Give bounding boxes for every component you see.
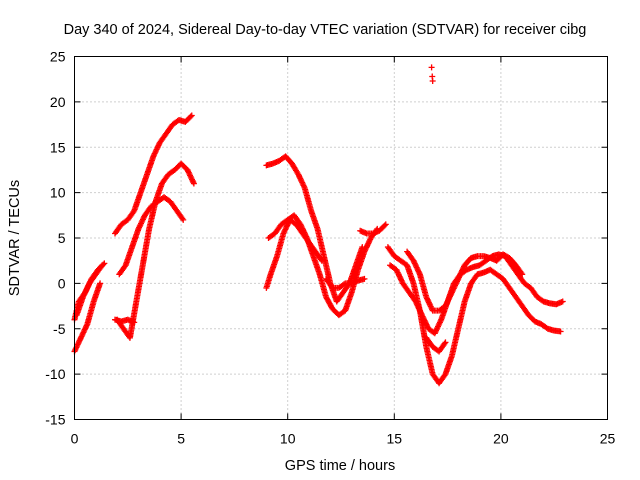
data-point [190, 180, 197, 187]
y-tick-label: 0 [58, 275, 66, 291]
data-point [519, 271, 526, 278]
data-point [518, 270, 525, 277]
data-point [442, 339, 449, 346]
data-point [131, 319, 138, 326]
data-point [441, 340, 448, 347]
x-tick-label: 20 [493, 431, 509, 447]
chart-title: Day 340 of 2024, Sidereal Day-to-day VTE… [64, 22, 587, 38]
data-point [381, 222, 388, 229]
data-point [318, 257, 325, 264]
y-tick-label: -10 [45, 366, 65, 382]
data-point [428, 64, 435, 71]
y-tick-label: 5 [58, 230, 66, 246]
y-tick-label: 15 [50, 139, 66, 155]
data-point [179, 215, 186, 222]
data-point [99, 262, 106, 269]
data-point [559, 298, 566, 305]
data-point [340, 281, 347, 288]
x-tick-label: 25 [600, 431, 616, 447]
data-point [97, 280, 104, 287]
data-point [317, 256, 324, 263]
y-axis-label: SDTVAR / TECUs [7, 180, 23, 296]
y-tick-label: -15 [45, 412, 65, 428]
y-tick-label: -5 [53, 321, 66, 337]
x-axis-label: GPS time / hours [285, 458, 395, 474]
x-tick-label: 15 [387, 431, 403, 447]
data-point [98, 263, 105, 270]
x-tick-label: 0 [71, 431, 79, 447]
data-point [180, 216, 187, 223]
data-point [187, 113, 194, 120]
data-point [557, 328, 564, 335]
y-tick-label: 20 [50, 94, 66, 110]
y-tick-label: 25 [50, 49, 66, 65]
plot-frame [74, 56, 608, 420]
y-tick-label: 10 [50, 185, 66, 201]
x-tick-label: 10 [280, 431, 296, 447]
data-point [382, 221, 389, 228]
x-tick-label: 5 [177, 431, 185, 447]
grid [74, 56, 608, 420]
data-point [429, 78, 436, 85]
data-point [188, 112, 195, 119]
y-tick-labels: -15 -10 -5 0 5 10 15 20 25 [45, 49, 65, 428]
data-points [71, 64, 566, 387]
x-tick-labels: 0 5 10 15 20 25 [71, 431, 616, 447]
axis-ticks [74, 56, 608, 420]
data-point [361, 275, 368, 282]
